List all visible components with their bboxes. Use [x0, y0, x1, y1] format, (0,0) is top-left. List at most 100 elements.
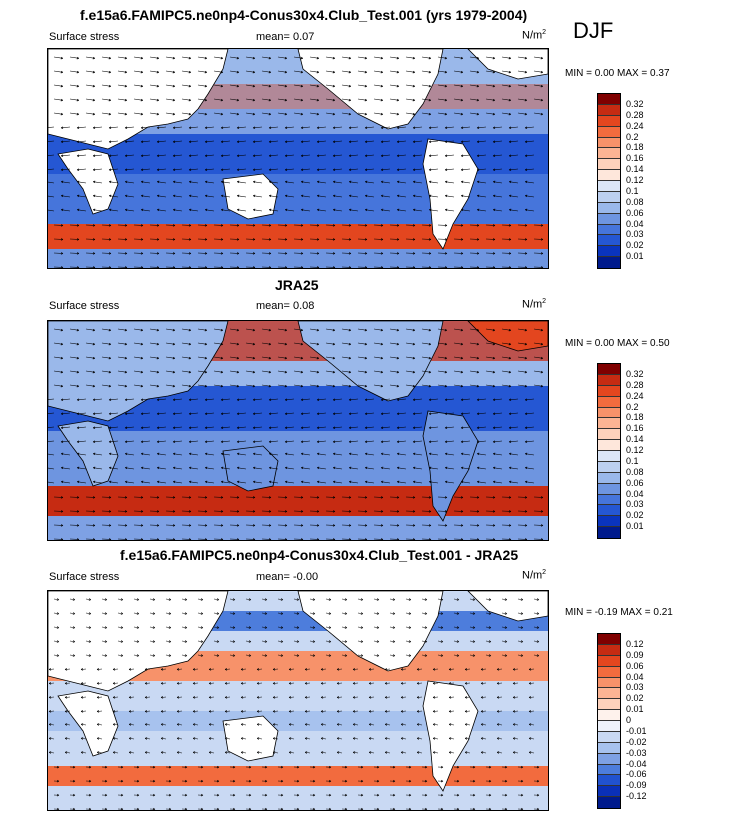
- wind-vector-arrow: [117, 538, 128, 540]
- colorbar-level-label: 0.24: [626, 390, 644, 401]
- wind-vector-arrow: [332, 168, 343, 171]
- wind-vector-arrow: [389, 779, 396, 783]
- wind-vector-arrow: [293, 70, 304, 74]
- wind-vector-arrow: [421, 252, 432, 255]
- wind-vector-arrow: [508, 168, 519, 171]
- wind-vector-arrow: [172, 440, 183, 443]
- wind-vector-arrow: [325, 252, 336, 255]
- wind-vector-arrow: [80, 737, 87, 740]
- wind-vector-arrow: [128, 710, 135, 713]
- wind-vector-arrow: [128, 668, 135, 671]
- wind-vector-arrow: [352, 751, 359, 754]
- wind-vector-arrow: [53, 496, 64, 499]
- wind-vector-arrow: [437, 538, 448, 540]
- wind-vector-arrow: [117, 84, 128, 88]
- wind-vector-arrow: [213, 370, 224, 374]
- wind-vector-arrow: [444, 154, 455, 157]
- wind-vector-arrow: [341, 654, 348, 657]
- wind-vector-arrow: [412, 168, 423, 171]
- wind-vector-arrow: [192, 723, 199, 726]
- wind-vector-arrow: [524, 208, 535, 212]
- wind-vector-arrow: [320, 751, 327, 754]
- wind-vector-arrow: [421, 793, 428, 797]
- wind-vector-arrow: [48, 412, 55, 414]
- wind-vector-arrow: [469, 524, 480, 527]
- wind-vector-arrow: [261, 654, 268, 657]
- colorbar-level-label: 0.32: [626, 98, 644, 109]
- wind-vector-arrow: [453, 384, 464, 388]
- wind-vector-arrow: [485, 626, 492, 629]
- wind-vector-arrow: [421, 765, 428, 769]
- wind-vector-arrow: [53, 779, 60, 783]
- wind-vector-arrow: [268, 126, 279, 129]
- colorbar-level-label: 0.01: [626, 251, 644, 262]
- wind-vector-arrow: [389, 793, 396, 797]
- wind-vector-arrow: [437, 252, 448, 255]
- wind-vector-arrow: [373, 626, 380, 629]
- wind-vector-arrow: [53, 524, 64, 527]
- wind-vector-arrow: [357, 640, 364, 643]
- wind-vector-arrow: [69, 598, 76, 601]
- wind-vector-arrow: [437, 224, 448, 227]
- wind-vector-arrow: [533, 793, 540, 797]
- wind-vector-arrow: [64, 737, 71, 740]
- wind-vector-arrow: [357, 612, 364, 615]
- wind-vector-arrow: [348, 412, 359, 415]
- wind-vector-arrow: [272, 737, 279, 740]
- wind-vector-arrow: [380, 154, 391, 157]
- wind-vector-arrow: [469, 626, 476, 629]
- panel-2-mean: mean= 0.08: [256, 300, 315, 312]
- wind-vector-arrow: [181, 84, 192, 88]
- wind-vector-arrow: [533, 626, 540, 629]
- wind-vector-arrow: [53, 370, 64, 374]
- wind-vector-arrow: [240, 682, 247, 685]
- wind-vector-arrow: [396, 140, 407, 143]
- wind-vector-arrow: [492, 168, 503, 171]
- colorbar-swatch: [598, 797, 620, 808]
- wind-vector-arrow: [165, 496, 176, 499]
- wind-vector-arrow: [117, 112, 128, 116]
- wind-vector-arrow: [501, 538, 512, 540]
- wind-vector-arrow: [309, 112, 320, 116]
- wind-vector-arrow: [204, 168, 215, 171]
- wind-vector-arrow: [268, 452, 279, 456]
- wind-vector-arrow: [325, 328, 336, 332]
- wind-vector-arrow: [492, 194, 503, 198]
- colorbar-level-label: 0.12: [626, 175, 644, 185]
- wind-vector-arrow: [352, 668, 359, 671]
- wind-vector-arrow: [96, 723, 103, 726]
- wind-vector-arrow: [476, 398, 487, 401]
- wind-vector-arrow: [117, 793, 124, 797]
- wind-vector-arrow: [261, 640, 268, 643]
- wind-vector-arrow: [76, 208, 87, 212]
- wind-vector-arrow: [284, 126, 295, 129]
- wind-vector-arrow: [60, 398, 71, 401]
- wind-vector-arrow: [156, 480, 167, 484]
- wind-vector-arrow: [288, 723, 295, 726]
- wind-vector-arrow: [492, 208, 503, 212]
- wind-vector-arrow: [316, 126, 327, 129]
- wind-vector-arrow: [533, 612, 540, 615]
- wind-vector-arrow: [432, 696, 439, 699]
- wind-vector-arrow: [245, 612, 252, 615]
- wind-vector-arrow: [517, 238, 528, 241]
- wind-vector-arrow: [48, 426, 55, 428]
- wind-vector-arrow: [236, 154, 247, 157]
- wind-vector-arrow: [165, 98, 176, 102]
- wind-vector-arrow: [357, 224, 368, 227]
- wind-vector-arrow: [357, 807, 364, 810]
- wind-vector-arrow: [277, 496, 288, 499]
- wind-vector-arrow: [412, 426, 423, 429]
- wind-vector-arrow: [428, 194, 439, 198]
- wind-vector-arrow: [389, 640, 396, 643]
- wind-vector-arrow: [293, 238, 304, 241]
- wind-vector-arrow: [213, 612, 220, 615]
- wind-vector-arrow: [357, 266, 368, 268]
- wind-vector-arrow: [453, 496, 464, 499]
- colorbar-level-label: 0.02: [626, 240, 644, 251]
- wind-vector-arrow: [348, 140, 359, 143]
- wind-vector-arrow: [332, 398, 343, 401]
- wind-vector-arrow: [460, 398, 471, 401]
- wind-vector-arrow: [108, 440, 119, 443]
- wind-vector-arrow: [117, 98, 128, 102]
